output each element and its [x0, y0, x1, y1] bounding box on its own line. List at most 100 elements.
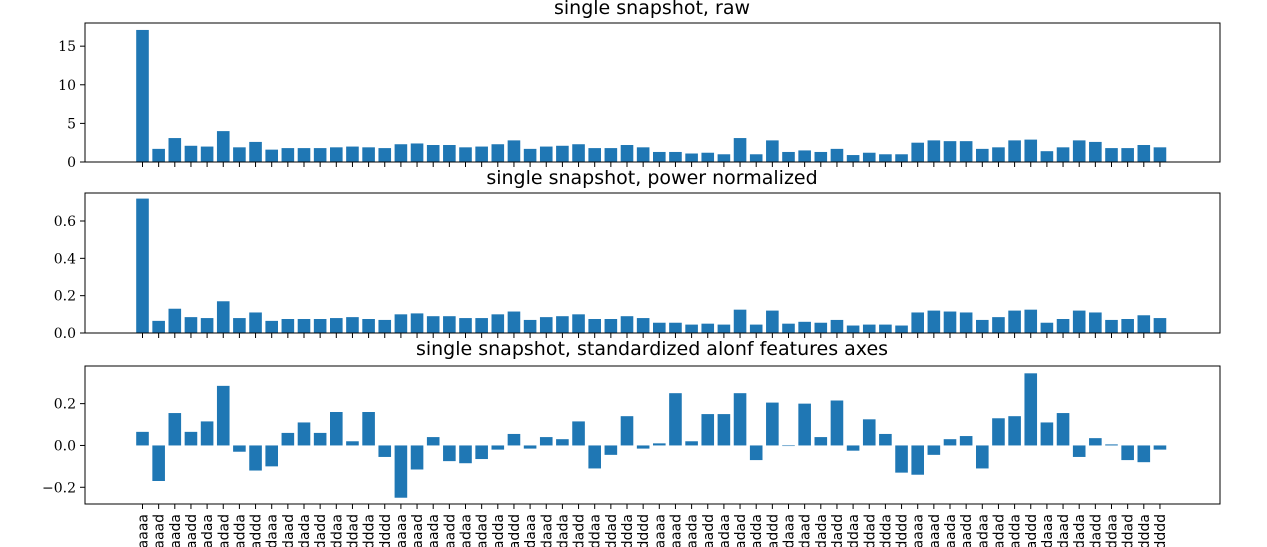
bar	[879, 324, 892, 333]
bar	[959, 312, 973, 333]
bar	[782, 445, 795, 447]
bar	[475, 318, 488, 333]
bar	[862, 152, 876, 162]
bar	[814, 437, 828, 446]
bar	[604, 148, 618, 162]
bar	[410, 313, 424, 333]
bar	[539, 146, 553, 162]
bar	[572, 144, 585, 162]
x-tick-label: aaad	[927, 514, 943, 547]
x-tick-label: ddda	[620, 514, 636, 547]
bar	[281, 432, 295, 446]
bar	[733, 393, 747, 446]
x-tick-label: aaad	[152, 514, 168, 547]
x-tick-label: aada	[426, 514, 442, 547]
x-tick-label: ddda	[1137, 514, 1153, 547]
bar	[733, 138, 747, 162]
bar	[362, 412, 375, 446]
bar	[362, 147, 375, 162]
x-tick-label: daad	[798, 514, 814, 547]
bar	[798, 150, 811, 162]
bar	[475, 445, 488, 460]
bar	[539, 317, 553, 333]
bar	[685, 324, 698, 333]
bar	[394, 445, 408, 498]
bar	[1072, 310, 1086, 333]
x-tick-label: adda	[749, 514, 765, 547]
bar	[233, 445, 246, 452]
bar	[669, 322, 682, 333]
x-tick-label: dddd	[636, 514, 652, 547]
bar	[249, 445, 262, 471]
bar	[1024, 139, 1038, 162]
y-tick-label: −0.2	[42, 480, 76, 496]
bar	[523, 445, 537, 449]
y-tick-label: 10	[58, 78, 76, 94]
x-tick-label: addd	[249, 514, 265, 547]
x-tick-label: ddda	[362, 514, 378, 547]
plot-frame	[84, 365, 1221, 505]
bar	[1137, 315, 1151, 333]
x-tick-label: aadd	[442, 514, 458, 547]
plot-frame	[84, 22, 1221, 163]
bar	[313, 319, 327, 333]
y-tick-label: 0.2	[54, 289, 76, 305]
bar	[249, 312, 262, 333]
bar	[636, 445, 650, 449]
bar	[653, 443, 666, 446]
x-tick-label: aadd	[184, 514, 200, 547]
bar	[200, 421, 214, 446]
bar	[701, 152, 715, 162]
bar	[766, 402, 779, 446]
bar	[216, 301, 230, 333]
bar	[378, 445, 392, 457]
bar	[443, 316, 456, 333]
x-tick-label: addd	[507, 514, 523, 547]
bar	[443, 145, 456, 162]
bar	[620, 145, 634, 162]
bar	[1056, 147, 1070, 162]
x-tick-label: adad	[733, 514, 749, 547]
x-tick-label: adaa	[717, 514, 733, 547]
bar	[507, 311, 521, 333]
bar	[330, 412, 343, 446]
x-tick-label: ddaa	[588, 514, 604, 547]
bar	[1121, 319, 1134, 333]
x-tick-label: daaa	[1040, 514, 1056, 547]
bar	[1089, 438, 1102, 446]
x-tick-label: adda	[232, 514, 248, 547]
bar	[378, 319, 392, 333]
y-tick-label: 0.0	[54, 438, 76, 454]
bar	[604, 319, 618, 333]
bar	[1121, 445, 1134, 461]
bar	[539, 437, 553, 446]
x-tick-label: aadd	[959, 514, 975, 547]
bar	[265, 149, 278, 162]
bar	[556, 316, 569, 333]
x-tick-label: aaaa	[911, 514, 927, 547]
x-tick-label: ddad	[862, 514, 878, 547]
bar	[846, 325, 860, 333]
chart-title-standardized: single snapshot, standardized alonf feat…	[416, 338, 888, 360]
bar	[136, 431, 149, 446]
x-tick-label: dada	[555, 514, 571, 547]
x-tick-label: daad	[281, 514, 297, 547]
bar	[943, 311, 957, 333]
bar	[685, 153, 698, 162]
x-tick-label: ddad	[604, 514, 620, 547]
bar	[959, 141, 973, 162]
x-tick-label: daaa	[523, 514, 539, 547]
bar	[426, 437, 440, 446]
x-tick-label: dadd	[572, 514, 588, 547]
bar	[491, 445, 505, 450]
bar	[782, 323, 795, 333]
x-tick-label: adda	[1008, 514, 1024, 547]
panel-standardized: single snapshot, standardized alonf feat…	[42, 338, 1221, 547]
x-tick-label: dddd	[378, 514, 394, 547]
bar	[491, 314, 505, 333]
bar	[200, 318, 214, 333]
bar	[426, 145, 440, 162]
y-tick-label: 5	[67, 116, 76, 132]
bar	[976, 319, 989, 333]
